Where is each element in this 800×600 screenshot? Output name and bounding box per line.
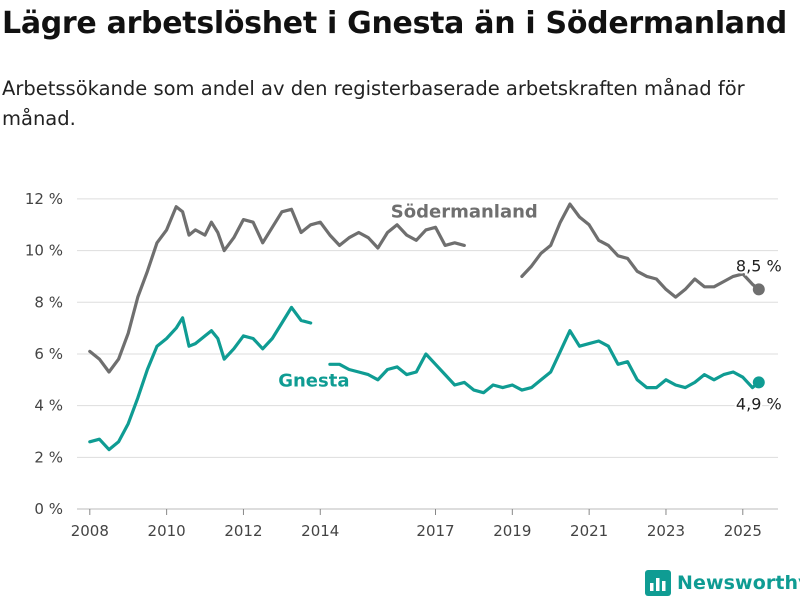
y-tick-label: 2 % xyxy=(34,448,63,466)
x-tick-label: 2025 xyxy=(724,522,762,540)
end-label-sodermanland: 8,5 % xyxy=(736,256,782,275)
y-tick-label: 10 % xyxy=(25,242,63,260)
chart-title: Lägre arbetslöshet i Gnesta än i Söderma… xyxy=(2,6,787,41)
x-tick-label: 2012 xyxy=(224,522,262,540)
end-point-gnesta xyxy=(752,376,765,389)
y-tick-label: 12 % xyxy=(25,190,63,208)
y-tick-label: 4 % xyxy=(34,397,63,415)
x-tick-label: 2014 xyxy=(301,522,339,540)
y-tick-label: 6 % xyxy=(34,345,63,363)
series-line-gnesta xyxy=(88,305,761,452)
series-labels: 8,5 % Södermanland 4,9 % Gnesta xyxy=(276,199,784,415)
series-line-sodermanland xyxy=(88,202,761,374)
x-tick-label: 2008 xyxy=(71,522,109,540)
x-axis: 2008 2010 2012 2014 2017 2019 2021 2023 2025 xyxy=(71,509,762,540)
bar-chart-logo-icon xyxy=(645,570,671,596)
y-axis: 0 % 2 % 4 % 6 % 8 % 10 % 12 % xyxy=(25,190,63,518)
x-tick-label: 2019 xyxy=(493,522,531,540)
x-tick-label: 2017 xyxy=(416,522,454,540)
series-name-gnesta: Gnesta xyxy=(278,370,349,391)
y-tick-label: 8 % xyxy=(34,293,63,311)
x-tick-label: 2010 xyxy=(148,522,186,540)
brand-name: Newsworthy xyxy=(677,572,800,594)
newsworthy-logo[interactable]: Newsworthy xyxy=(645,568,800,598)
chart-subtitle: Arbetssökande som andel av den registerb… xyxy=(2,77,745,130)
series-name-sodermanland: Södermanland xyxy=(391,201,538,222)
end-point-sodermanland xyxy=(752,283,765,296)
y-tick-label: 0 % xyxy=(34,500,63,518)
series-lines xyxy=(88,202,765,452)
end-label-gnesta: 4,9 % xyxy=(736,394,782,413)
x-tick-label: 2023 xyxy=(647,522,685,540)
x-tick-label: 2021 xyxy=(570,522,608,540)
